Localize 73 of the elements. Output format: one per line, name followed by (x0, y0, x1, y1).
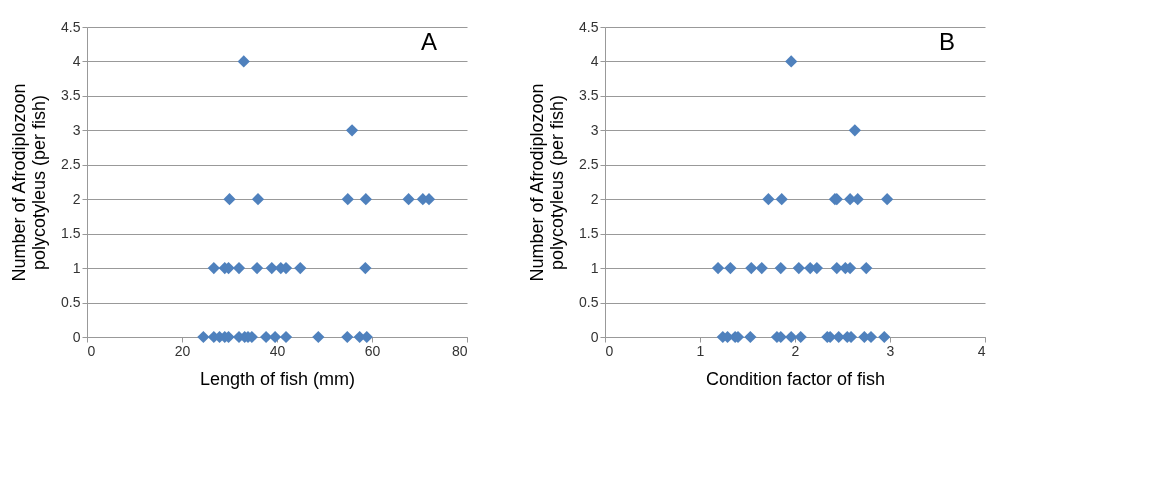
point (762, 193, 775, 206)
x-tick-label: 40 (269, 342, 286, 359)
point (785, 330, 798, 344)
y-tick-label: 2 (590, 190, 599, 207)
x-axis-title: Condition factor of fish (705, 368, 886, 389)
y-tick-label: 0 (72, 328, 81, 345)
x-tick-label: 0 (87, 342, 96, 359)
point (775, 193, 788, 206)
point (785, 55, 798, 68)
point (345, 124, 359, 137)
point (312, 330, 325, 344)
y-tick-label: 2.5 (61, 156, 81, 173)
point (774, 261, 787, 275)
point (792, 261, 805, 275)
x-tick-label: 4 (977, 342, 986, 359)
point (268, 330, 282, 344)
point (341, 330, 354, 344)
x-tick-label: 20 (174, 342, 191, 359)
x-tick-label: 1 (696, 342, 705, 359)
x-tick-label: 0 (605, 342, 614, 359)
point (711, 261, 725, 275)
x-tick-label: 80 (451, 342, 468, 359)
x-tick-label: 2 (791, 342, 800, 359)
y-tick-label: 4.5 (61, 18, 81, 35)
y-tick-label: 1 (590, 259, 599, 276)
y-tick-label: 4 (72, 52, 81, 69)
point (359, 261, 372, 275)
point (223, 193, 236, 206)
point (207, 261, 220, 275)
point (832, 330, 845, 344)
point (197, 330, 210, 344)
y-tick-label: 1 (72, 259, 81, 276)
point (794, 330, 807, 344)
point (744, 330, 757, 344)
point (724, 261, 737, 275)
point (878, 330, 891, 344)
point (341, 193, 354, 206)
point (237, 55, 250, 68)
point (881, 193, 894, 206)
y-tick-label: 0.5 (61, 294, 81, 311)
point (259, 330, 273, 344)
point (232, 261, 246, 275)
y-tick-label: 3.5 (61, 87, 81, 104)
point (359, 193, 372, 206)
point (755, 261, 768, 275)
point (830, 261, 843, 275)
y-tick-label: 0.5 (579, 294, 599, 311)
y-tick-label: 2 (72, 190, 81, 207)
y-tick-label: 3 (72, 121, 81, 138)
point (250, 261, 264, 275)
x-axis-title: Length of fish (mm) (199, 368, 356, 389)
y-tick-label: 1.5 (579, 225, 599, 242)
y-axis-title: Number of Afrodiplozoon polycotyleus (per fish) (527, 83, 568, 282)
point (294, 261, 307, 275)
point (860, 261, 873, 275)
annotation: B (938, 28, 955, 55)
y-tick-label: 3 (590, 121, 599, 138)
x-tick-label: 60 (364, 342, 381, 359)
point (745, 261, 758, 275)
annotation: A (420, 28, 437, 55)
point (848, 124, 861, 137)
point (265, 261, 278, 275)
point (279, 330, 293, 344)
x-tick-label: 3 (886, 342, 895, 359)
point (251, 193, 265, 206)
point (402, 193, 415, 206)
y-tick-label: 2.5 (579, 156, 599, 173)
y-tick-label: 1.5 (61, 225, 81, 242)
y-tick-label: 4 (590, 52, 599, 69)
y-tick-label: 3.5 (579, 87, 599, 104)
y-axis-title: Number of Afrodiplozoon polycotyleus (per fish) (9, 83, 50, 282)
y-tick-label: 0 (590, 328, 599, 345)
y-tick-label: 4.5 (579, 18, 599, 35)
